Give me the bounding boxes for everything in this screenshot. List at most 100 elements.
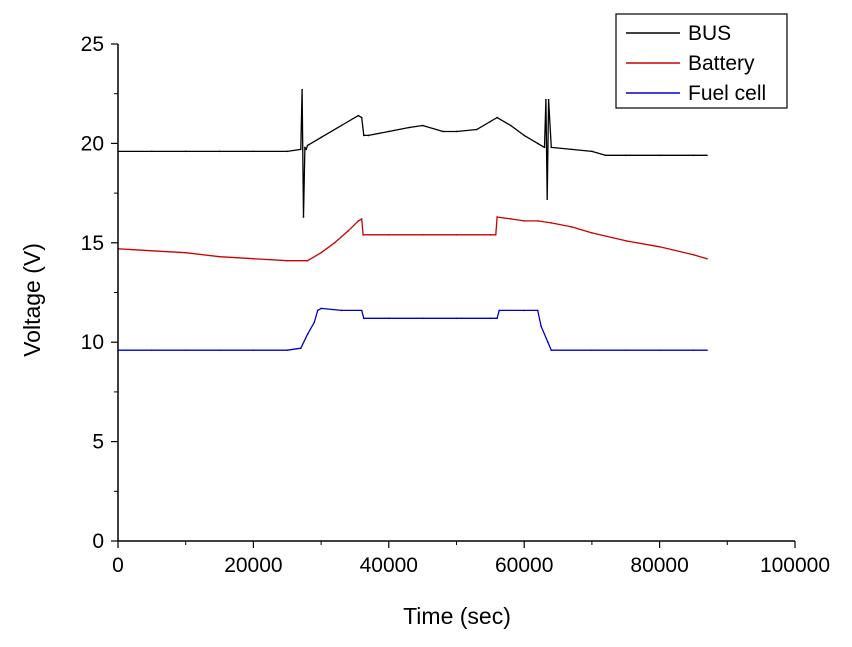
data-point-bus <box>304 146 306 149</box>
data-point-battery <box>509 218 512 220</box>
y-axis-title: Voltage (V) <box>19 243 45 357</box>
data-point-battery <box>489 234 492 236</box>
data-point-battery <box>360 218 363 220</box>
y-tick-label: 5 <box>92 431 104 454</box>
data-point-fuel-cell <box>151 349 153 351</box>
data-point-bus <box>692 154 695 157</box>
data-point-fuel-cell <box>455 317 458 320</box>
data-point-battery <box>421 234 424 236</box>
data-point-bus <box>523 134 525 137</box>
data-point-battery <box>388 234 390 236</box>
series-layer <box>117 88 708 351</box>
data-point-battery <box>357 220 360 222</box>
data-point-battery <box>692 253 695 256</box>
data-point-bus <box>301 88 303 91</box>
data-point-fuel-cell <box>362 317 365 320</box>
data-point-bus <box>658 154 661 157</box>
data-point-bus <box>362 134 365 137</box>
data-point-fuel-cell <box>496 317 498 320</box>
data-point-bus <box>455 130 458 133</box>
y-tick-label: 0 <box>92 530 104 553</box>
data-point-battery <box>591 232 593 234</box>
legend-label-battery: Battery <box>688 52 755 75</box>
data-point-battery <box>536 220 539 222</box>
data-point-fuel-cell <box>184 349 187 351</box>
data-point-fuel-cell <box>421 317 424 320</box>
data-point-bus <box>340 124 343 127</box>
data-point-bus <box>252 150 255 153</box>
data-point-battery <box>706 257 708 260</box>
data-point-fuel-cell <box>299 347 302 349</box>
data-point-battery <box>570 226 573 228</box>
x-tick-label: 60000 <box>495 554 553 577</box>
y-tick-label: 20 <box>81 132 104 155</box>
x-tick-label: 100000 <box>760 554 830 577</box>
data-point-fuel-cell <box>286 349 289 351</box>
data-point-fuel-cell <box>388 317 390 320</box>
data-point-fuel-cell <box>523 309 525 312</box>
data-point-bus <box>624 154 627 157</box>
x-tick-label: 40000 <box>360 554 418 577</box>
data-point-fuel-cell <box>498 309 500 312</box>
data-point-fuel-cell <box>658 349 661 351</box>
y-tick-label: 15 <box>81 232 104 255</box>
data-point-bus <box>286 150 289 153</box>
data-point-bus <box>550 146 553 149</box>
x-tick-label: 80000 <box>630 554 688 577</box>
data-point-battery <box>455 234 458 236</box>
data-point-bus <box>360 116 363 119</box>
data-point-fuel-cell <box>547 341 549 344</box>
x-tick-label: 0 <box>112 554 124 577</box>
data-point-bus <box>706 154 708 157</box>
data-point-bus <box>509 124 512 127</box>
data-point-battery <box>286 259 289 262</box>
data-point-bus <box>489 120 492 123</box>
data-point-bus <box>299 148 302 151</box>
data-point-fuel-cell <box>540 325 542 328</box>
series-line-fuel-cell <box>118 307 707 351</box>
data-point-bus <box>302 216 305 218</box>
data-point-bus <box>421 124 424 127</box>
data-point-battery <box>496 216 498 218</box>
data-point-bus <box>496 116 498 119</box>
data-point-fuel-cell <box>218 349 221 351</box>
data-point-battery <box>347 230 349 232</box>
data-point-fuel-cell <box>536 309 539 312</box>
data-point-bus <box>545 98 547 101</box>
data-point-battery <box>151 249 153 252</box>
axes-layer: 0 5 10 15 20 25 0 20000 40000 60000 80000 100000 <box>81 33 830 577</box>
y-tick-label: 10 <box>81 331 104 354</box>
data-point-bus <box>218 150 221 153</box>
legend-label-bus: BUS <box>688 22 731 45</box>
data-point-battery <box>624 240 627 242</box>
data-point-battery <box>550 222 553 224</box>
data-point-fuel-cell <box>706 349 708 351</box>
data-point-bus <box>442 130 444 133</box>
data-point-battery <box>320 251 322 254</box>
data-point-bus <box>388 130 390 133</box>
data-point-fuel-cell <box>360 309 363 312</box>
data-point-bus <box>547 98 550 101</box>
data-point-bus <box>357 114 360 117</box>
series-line-battery <box>117 216 708 262</box>
data-point-battery <box>333 242 336 244</box>
x-tick-label: 20000 <box>224 554 282 577</box>
data-point-battery <box>306 259 309 262</box>
data-point-bus <box>151 150 153 153</box>
series-line-bus <box>118 89 707 218</box>
data-point-fuel-cell <box>624 349 627 351</box>
data-point-bus <box>184 150 187 153</box>
data-point-fuel-cell <box>313 321 316 324</box>
data-point-battery <box>658 245 661 248</box>
data-point-bus <box>367 134 370 137</box>
data-point-fuel-cell <box>320 307 322 310</box>
data-point-bus <box>570 148 573 151</box>
data-point-bus <box>320 136 322 139</box>
data-point-battery <box>362 234 364 236</box>
data-point-fuel-cell <box>550 349 553 351</box>
legend-label-fuel-cell: Fuel cell <box>688 82 766 105</box>
data-point-fuel-cell <box>316 309 319 312</box>
data-point-bus <box>543 146 546 149</box>
